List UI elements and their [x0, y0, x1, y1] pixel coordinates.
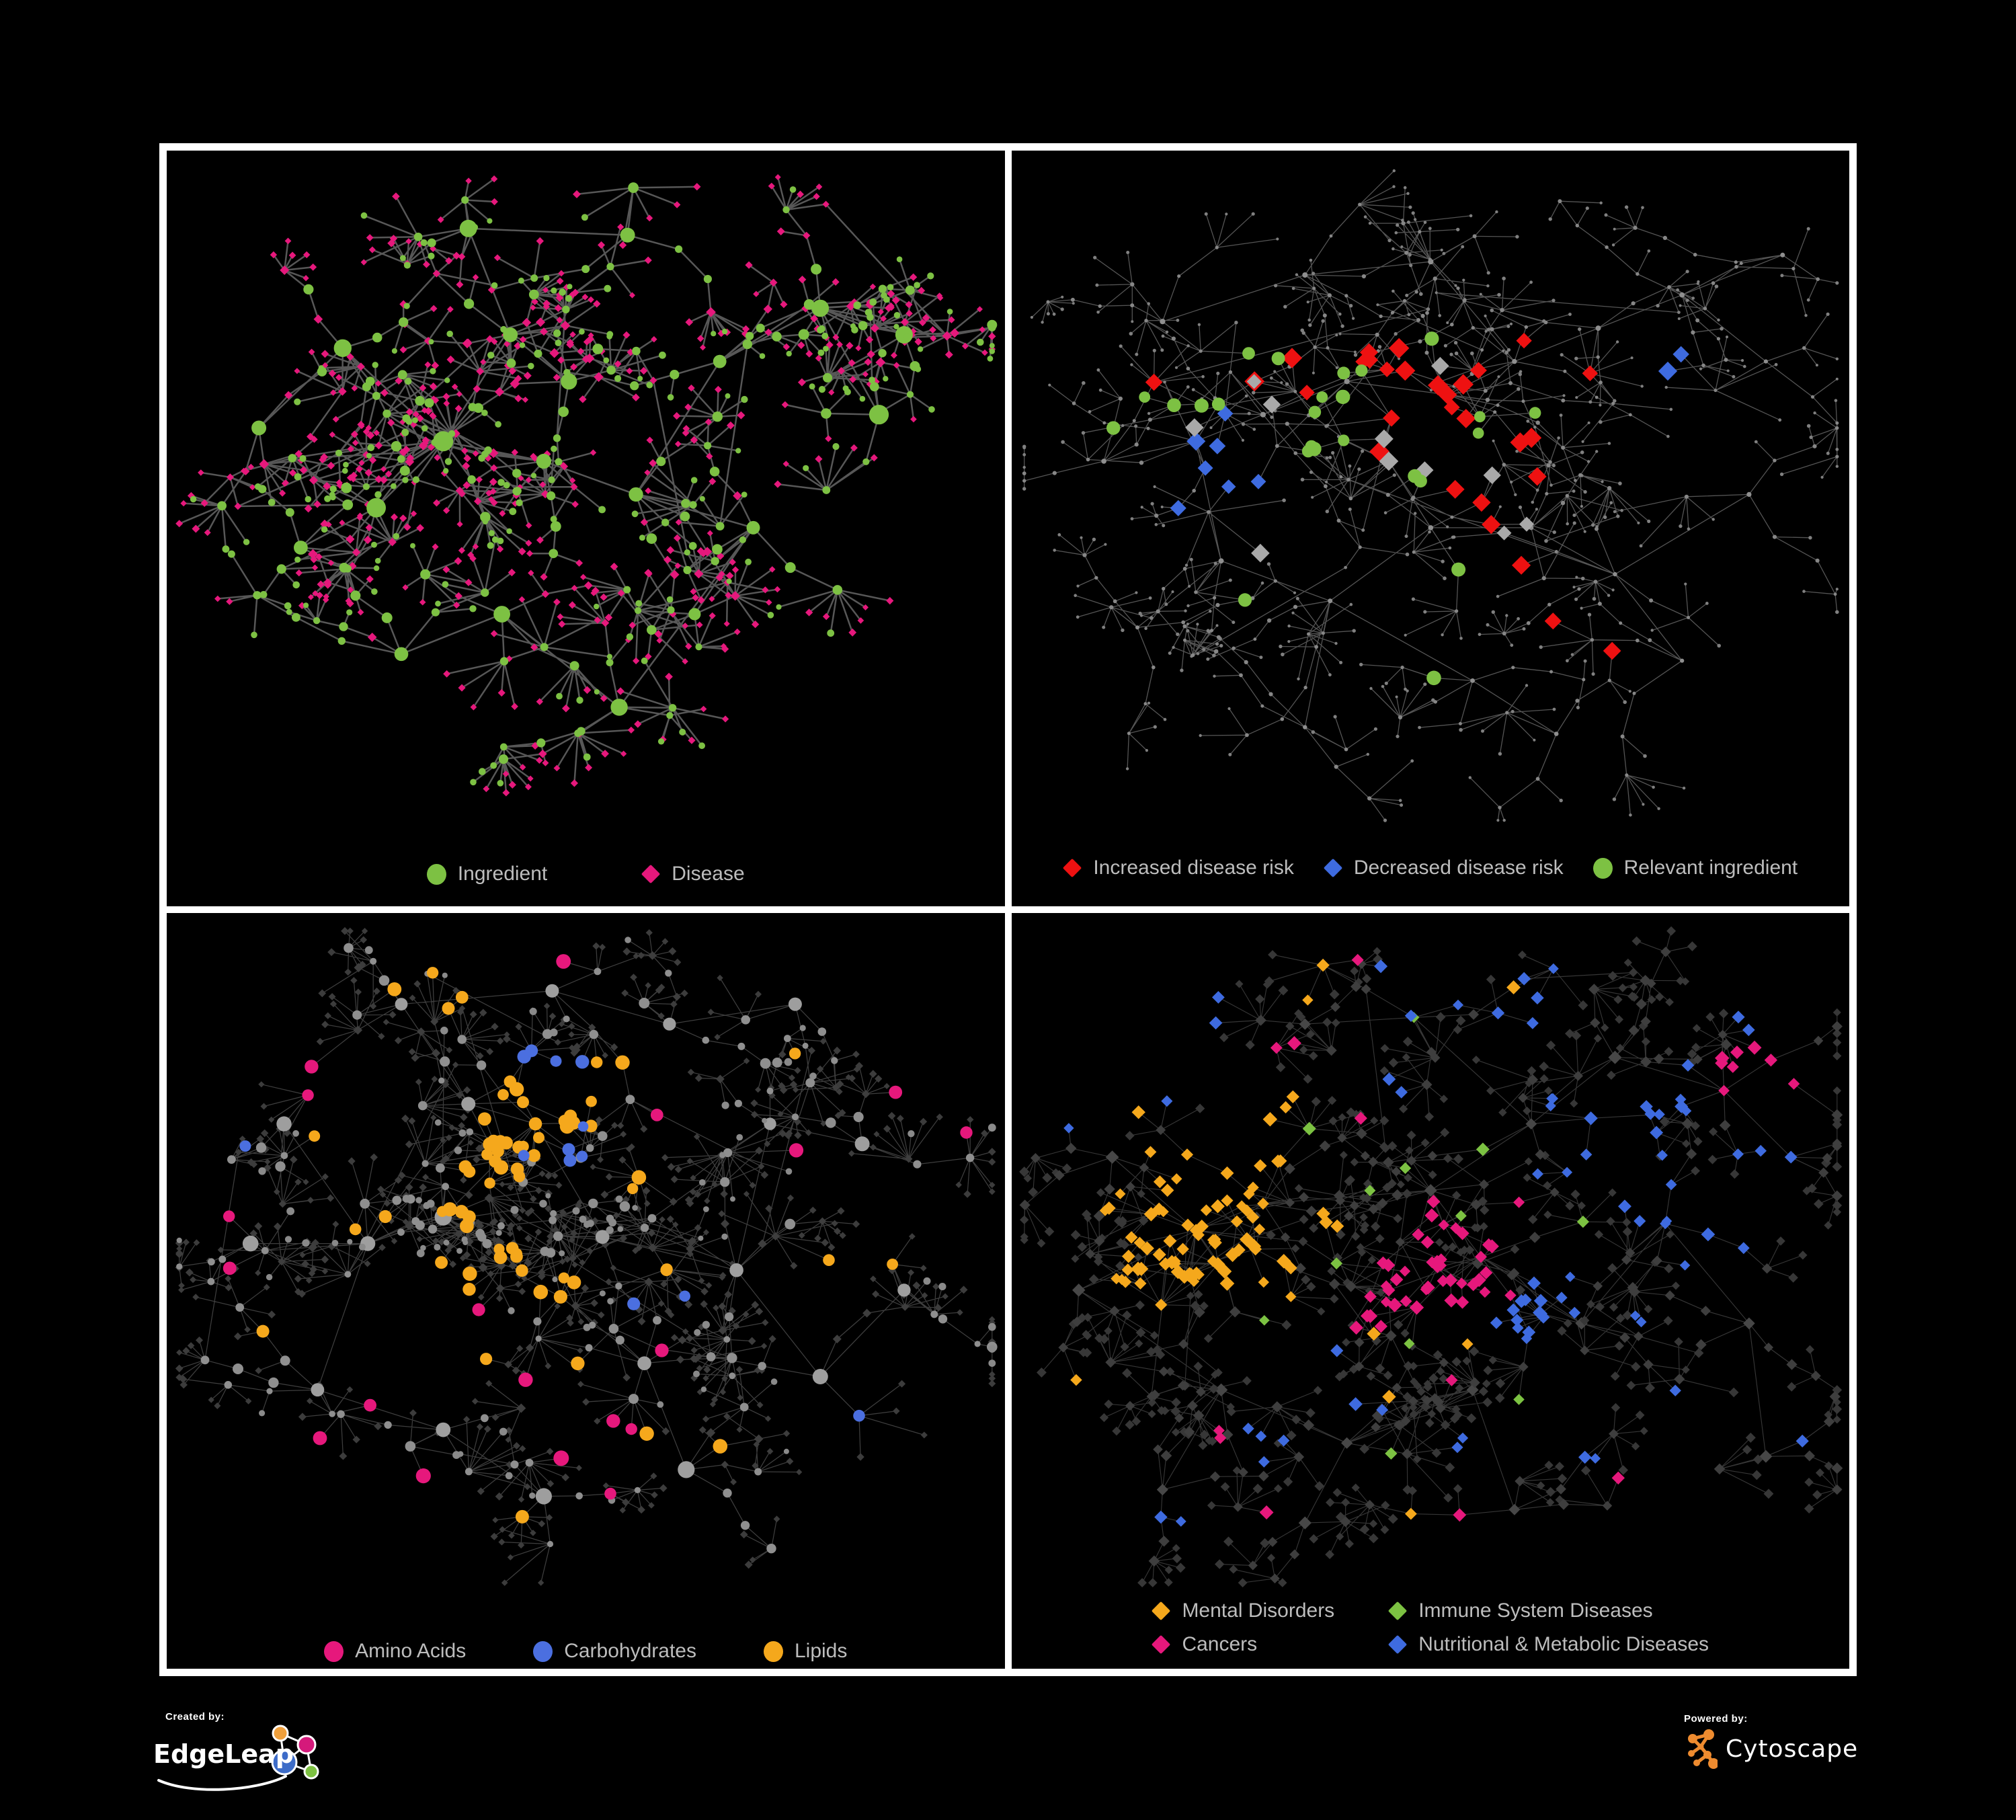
- legend-item: Ingredient: [426, 862, 548, 886]
- legend-item: Carbohydrates: [533, 1639, 696, 1663]
- network-disease-risk: [1022, 169, 1839, 822]
- network-disease-categories: [1018, 926, 1843, 1587]
- increased-risk-marker-icon: [1063, 858, 1082, 878]
- decreased-risk-marker-icon: [1323, 858, 1342, 878]
- edgeleap-brand: Created by: EdgeLeap: [153, 1711, 341, 1794]
- legend-disease-risk: Increased disease risk Decreased disease…: [1012, 856, 1850, 880]
- ingredient-marker-icon: [426, 863, 446, 885]
- carbohydrates-marker-icon: [533, 1640, 553, 1662]
- legend-label: Immune System Diseases: [1418, 1599, 1653, 1622]
- legend-item: Disease: [641, 862, 745, 886]
- legend-label: Ingredient: [457, 863, 548, 885]
- cytoscape-wordmark: Cytoscape: [1726, 1735, 1859, 1763]
- legend-item: Relevant ingredient: [1592, 856, 1798, 880]
- legend-item: Lipids: [763, 1639, 848, 1663]
- lipids-marker-icon: [763, 1640, 783, 1662]
- edgeleap-wordmark: EdgeLeap: [153, 1739, 294, 1769]
- legend-label: Increased disease risk: [1093, 857, 1294, 879]
- legend-label: Disease: [672, 863, 745, 885]
- panel-nutrient-classes: Amino Acids Carbohydrates Lipids: [167, 913, 1005, 1669]
- metabolic-diseases-marker-icon: [1388, 1634, 1408, 1655]
- legend-label: Mental Disorders: [1182, 1599, 1335, 1622]
- legend-nutrient-classes: Amino Acids Carbohydrates Lipids: [167, 1639, 1005, 1663]
- legend-item: Nutritional & Metabolic Diseases: [1388, 1632, 1709, 1657]
- legend-label: Lipids: [794, 1640, 848, 1662]
- legend-label: Relevant ingredient: [1623, 857, 1798, 879]
- legend-disease-categories: Mental Disorders Immune System Diseases …: [1012, 1599, 1850, 1657]
- panel-ingredient-disease: Ingredient Disease: [167, 151, 1005, 906]
- edgeleap-swoosh: [157, 1775, 287, 1791]
- network-ingredient-disease: [175, 174, 998, 797]
- cytoscape-logo-icon: [1688, 1729, 1718, 1769]
- legend-label: Amino Acids: [355, 1640, 467, 1662]
- legend-item: Increased disease risk: [1063, 856, 1294, 880]
- cancers-marker-icon: [1152, 1634, 1171, 1655]
- mental-disorders-marker-icon: [1152, 1601, 1171, 1621]
- amino-acids-marker-icon: [324, 1640, 344, 1662]
- legend-ingredient-disease: Ingredient Disease: [167, 862, 1005, 886]
- network-nutrient-classes: [175, 926, 998, 1586]
- legend-label: Decreased disease risk: [1353, 857, 1564, 879]
- legend-label: Cancers: [1182, 1633, 1258, 1655]
- panel-disease-categories: Mental Disorders Immune System Diseases …: [1011, 913, 1850, 1669]
- legend-item: Amino Acids: [324, 1639, 466, 1663]
- panel-grid: Ingredient Disease Increased disease ris…: [159, 143, 1857, 1676]
- relevant-ingredient-marker-icon: [1592, 857, 1613, 879]
- powered-by-label: Powered by:: [1684, 1713, 1748, 1725]
- legend-item: Immune System Diseases: [1388, 1599, 1709, 1623]
- legend-item: Decreased disease risk: [1323, 856, 1564, 880]
- legend-label: Carbohydrates: [564, 1640, 696, 1662]
- cytoscape-brand: Powered by: Cytoscape: [1684, 1713, 1858, 1769]
- created-by-label: Created by:: [165, 1711, 225, 1723]
- legend-label: Nutritional & Metabolic Diseases: [1418, 1633, 1709, 1655]
- legend-item: Cancers: [1152, 1632, 1334, 1657]
- disease-marker-icon: [641, 864, 661, 884]
- panel-disease-risk: Increased disease risk Decreased disease…: [1011, 151, 1850, 906]
- immune-diseases-marker-icon: [1388, 1601, 1408, 1621]
- edgeleap-logo-icon: [271, 1725, 319, 1780]
- edgeleap-logo: EdgeLeap: [153, 1725, 319, 1791]
- legend-item: Mental Disorders: [1152, 1599, 1334, 1623]
